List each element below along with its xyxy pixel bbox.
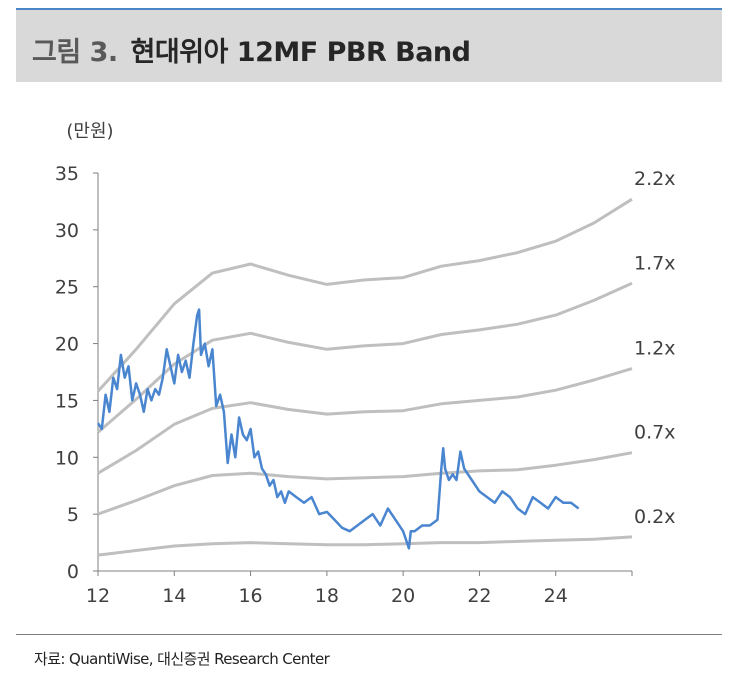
y-tick-label: 20 xyxy=(55,334,79,356)
pbr-band-line xyxy=(97,535,633,557)
y-tick-label: 25 xyxy=(55,277,79,299)
x-tick-label: 18 xyxy=(315,585,339,607)
y-tick-label: 5 xyxy=(67,504,79,526)
pbr-band-line xyxy=(97,451,633,516)
y-tick-label: 10 xyxy=(55,447,79,469)
x-tick-label: 22 xyxy=(467,585,491,607)
y-tick-label: 35 xyxy=(55,163,79,185)
figure-label: 그림 3. xyxy=(32,37,118,68)
pbr-band-label: 1.7x xyxy=(634,252,675,274)
y-tick-label: 15 xyxy=(55,390,79,412)
y-unit-label: (만원) xyxy=(66,121,113,142)
y-tick-label: 0 xyxy=(67,561,79,583)
pbr-band-label: 0.7x xyxy=(634,422,675,444)
figure-header: 그림 3. 현대위아 12MF PBR Band xyxy=(16,8,722,82)
x-tick-label: 24 xyxy=(544,585,568,607)
stock-price-line xyxy=(96,308,580,550)
x-tick-label: 14 xyxy=(162,585,186,607)
figure-title-text: 현대위아 12MF PBR Band xyxy=(130,37,471,68)
pbr-band-line xyxy=(96,197,633,393)
footer-divider xyxy=(16,634,722,635)
x-tick-label: 20 xyxy=(391,585,415,607)
x-tick-label: 12 xyxy=(86,585,110,607)
y-tick-label: 30 xyxy=(55,220,79,242)
x-tick-label: 16 xyxy=(238,585,262,607)
pbr-band-label: 1.2x xyxy=(634,338,675,360)
pbr-band-label: 2.2x xyxy=(634,168,675,190)
pbr-band-label: 0.2x xyxy=(634,506,675,528)
source-note: 자료: QuantiWise, 대신증권 Research Center xyxy=(34,650,330,668)
pbr-band-line xyxy=(97,281,633,434)
pbr-band-line xyxy=(97,367,633,475)
figure-title: 그림 3. 현대위아 12MF PBR Band xyxy=(32,30,471,69)
pbr-band-chart: 0 5 10 15 20 25 30 35 (만원) 12 14 16 18 20 22 24 2.2x 1.7x… xyxy=(55,121,676,607)
